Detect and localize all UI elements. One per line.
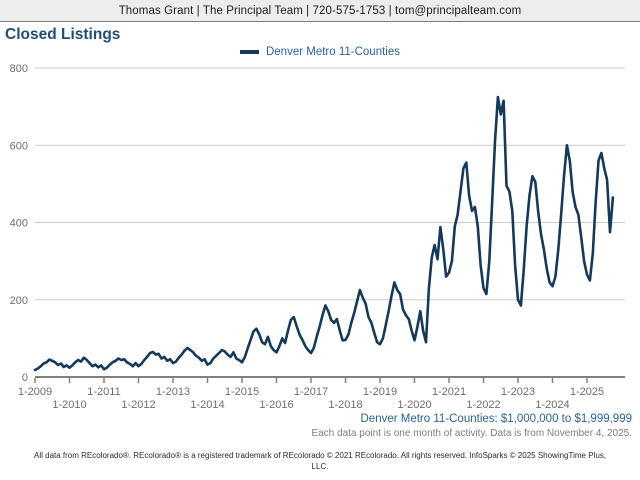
closed-listings-line-chart[interactable]: 02004006008001-20091-20101-20111-20121-2… [0, 55, 640, 411]
x-axis-tick-label: 1-2024 [535, 399, 569, 411]
x-axis-tick-label: 1-2023 [501, 386, 535, 398]
x-axis-tick-label: 1-2013 [156, 386, 190, 398]
price-range-footnote: Denver Metro 11-Counties: $1,000,000 to … [360, 413, 633, 425]
y-axis-tick-label: 0 [22, 372, 28, 384]
y-axis-tick-label: 800 [10, 63, 28, 75]
x-axis-tick-label: 1-2022 [466, 399, 500, 411]
x-axis-tick-label: 1-2025 [570, 386, 604, 398]
data-source-footnote: Each data point is one month of activity… [311, 428, 632, 439]
y-axis-tick-label: 200 [10, 295, 28, 307]
x-axis-tick-label: 1-2012 [121, 399, 155, 411]
y-axis-tick-label: 600 [10, 140, 28, 152]
x-axis-tick-label: 1-2015 [225, 386, 259, 398]
series-line[interactable] [33, 95, 615, 372]
agent-contact-text: Thomas Grant | The Principal Team | 720-… [118, 4, 522, 17]
header-bar: Thomas Grant | The Principal Team | 720-… [0, 0, 640, 22]
legend-series-label: Denver Metro 11-Counties [265, 46, 400, 58]
x-axis-tick-label: 1-2014 [190, 399, 224, 411]
x-axis-tick-label: 1-2016 [259, 399, 293, 411]
x-axis-tick-label: 1-2021 [432, 386, 466, 398]
copyright-disclaimer: All data from REcolorado®. REcolorado® i… [34, 451, 606, 471]
x-axis-tick-label: 1-2020 [397, 399, 431, 411]
x-axis-tick-label: 1-2018 [328, 399, 362, 411]
x-axis-tick-label: 1-2010 [52, 399, 86, 411]
x-axis-tick-label: 1-2011 [87, 386, 120, 398]
chart-legend[interactable]: Denver Metro 11-Counties [0, 46, 640, 58]
x-axis-tick-label: 1-2019 [363, 386, 397, 398]
y-axis-tick-label: 400 [10, 218, 28, 230]
x-axis-tick-label: 1-2009 [18, 386, 52, 398]
page-title: Closed Listings [5, 26, 121, 43]
x-axis-tick-label: 1-2017 [294, 386, 328, 398]
legend-line-swatch-icon [239, 50, 259, 54]
